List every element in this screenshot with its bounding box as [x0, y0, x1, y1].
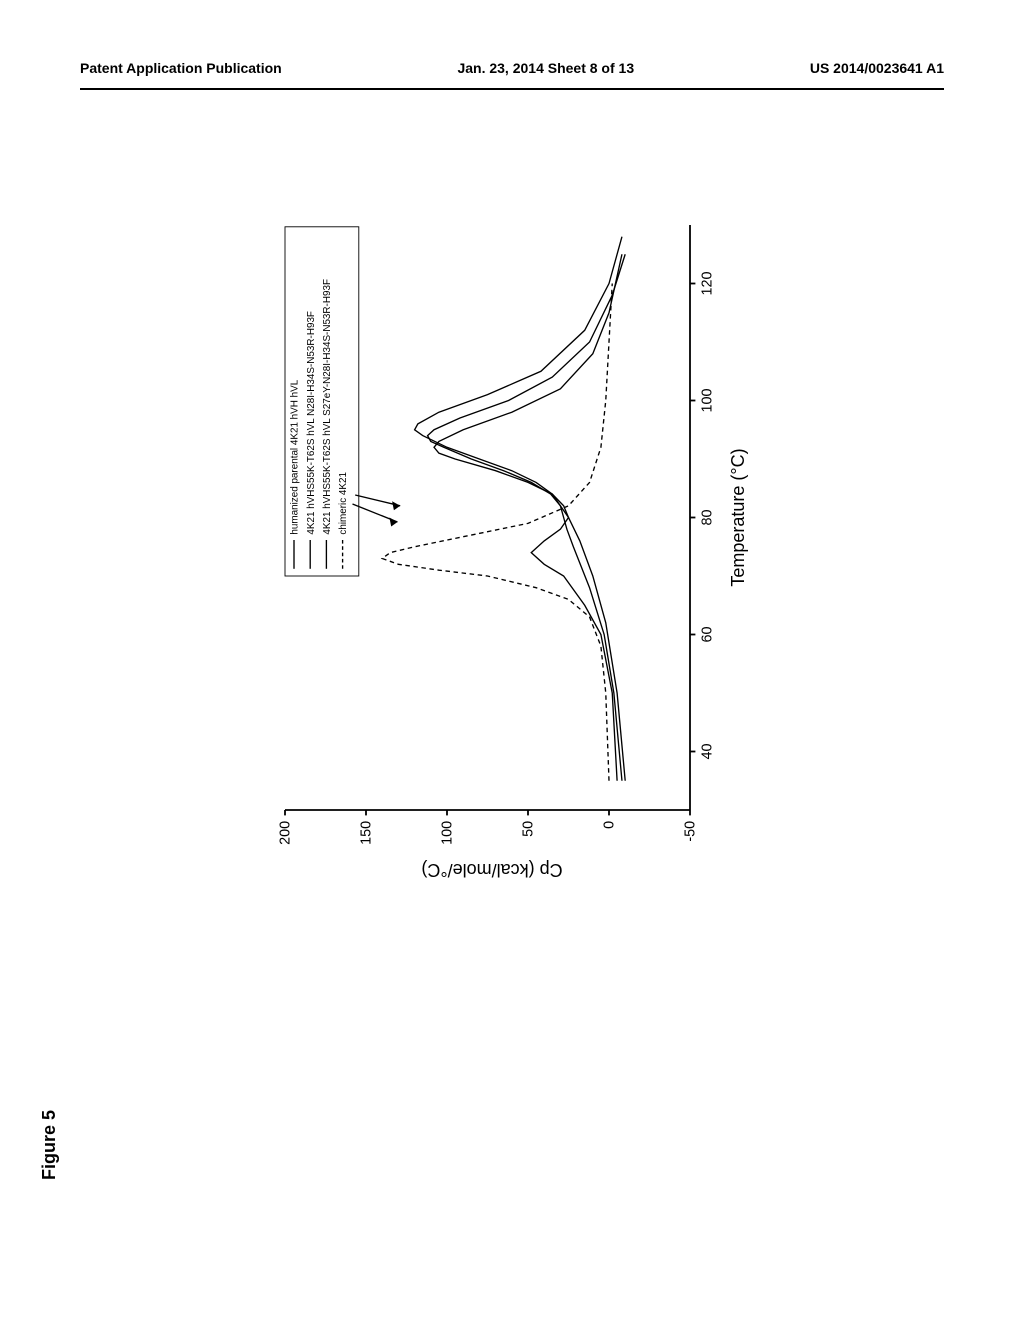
header-center: Jan. 23, 2014 Sheet 8 of 13: [457, 60, 634, 76]
header-left: Patent Application Publication: [80, 60, 282, 76]
dsc-chart: -50 0 50 100 150 200 40 60 80 100 120 Cp (kcal/mo…: [150, 180, 870, 900]
series-4K21-hVHS55K-T62S-hVL-N28I-H34S-N53R-H93F: [428, 254, 626, 781]
series-chimeric-4K21: [382, 284, 612, 781]
svg-text:-50: -50: [683, 821, 699, 842]
series-group: [382, 237, 625, 781]
legend-item: 4K21 hVHS55K-T62S hVL S27eY-N28I-H34S-N5…: [322, 279, 333, 535]
svg-text:0: 0: [602, 821, 618, 829]
x-axis-label: Temperature (°C): [728, 448, 748, 586]
svg-text:50: 50: [521, 821, 537, 837]
legend-item: humanized parental 4K21 hVH hVL: [290, 379, 301, 534]
page-header: Patent Application Publication Jan. 23, …: [0, 60, 1024, 76]
figure-container: Figure 5 -50050100150200 406080100120 Cp…: [100, 180, 900, 1180]
y-axis-label: Cp (kcal/mole/°C): [421, 860, 562, 880]
header-right: US 2014/0023641 A1: [810, 60, 944, 76]
series-4K21-hVHS55K-T62S-hVL-S27eY-N28I-H34S-N53R-H93F: [415, 237, 626, 781]
figure-label: Figure 5: [39, 1110, 60, 1180]
svg-text:150: 150: [359, 821, 375, 845]
legend-item: chimeric 4K21: [338, 472, 349, 535]
legend: humanized parental 4K21 hVH hVL 4K21 hVHS…: [285, 227, 359, 576]
svg-text:100: 100: [440, 821, 456, 845]
x-ticks: 40 60 80 100 120: [690, 271, 716, 759]
y-ticks: -50 0 50 100 150 200: [278, 810, 699, 845]
axes: -50 0 50 100 150 200 40 60 80 100 120 Cp (kcal/mo…: [278, 225, 749, 880]
annotation-arrow: [353, 495, 401, 527]
svg-text:200: 200: [278, 821, 294, 845]
svg-text:100: 100: [700, 388, 716, 412]
svg-text:80: 80: [700, 509, 716, 525]
svg-text:60: 60: [700, 626, 716, 642]
svg-text:120: 120: [700, 271, 716, 295]
legend-item: 4K21 hVHS55K-T62S hVL N28I-H34S-N53R-H93…: [306, 311, 317, 535]
svg-text:40: 40: [700, 743, 716, 759]
